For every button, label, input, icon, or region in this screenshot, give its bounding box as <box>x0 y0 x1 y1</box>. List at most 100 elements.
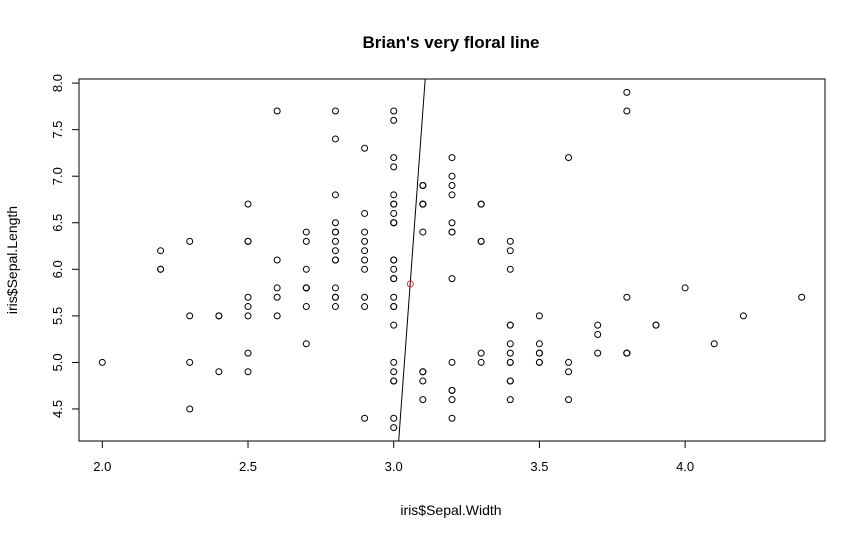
data-point <box>506 237 514 245</box>
data-point <box>477 349 485 357</box>
data-point <box>331 191 339 199</box>
data-point <box>390 116 398 124</box>
data-point <box>331 256 339 264</box>
data-point <box>361 293 369 301</box>
data-point <box>302 284 310 292</box>
data-point <box>535 340 543 348</box>
data-point <box>273 107 281 115</box>
data-point <box>302 228 310 236</box>
data-point <box>215 368 223 376</box>
data-point <box>565 396 573 404</box>
data-point <box>565 368 573 376</box>
data-point <box>390 358 398 366</box>
y-tick-label: 7.5 <box>50 121 65 139</box>
data-point <box>565 358 573 366</box>
data-point <box>273 312 281 320</box>
x-tick-label: 3.5 <box>530 459 548 474</box>
data-point <box>273 293 281 301</box>
data-point <box>331 284 339 292</box>
data-point <box>331 237 339 245</box>
y-axis-label: iris$Sepal.Length <box>4 206 20 314</box>
data-point <box>448 396 456 404</box>
data-point <box>390 154 398 162</box>
data-point <box>448 228 456 236</box>
data-point <box>594 321 602 329</box>
data-point <box>390 293 398 301</box>
data-point <box>390 191 398 199</box>
data-point <box>390 275 398 283</box>
data-point <box>390 368 398 376</box>
data-point <box>448 154 456 162</box>
y-tick-label: 7.0 <box>50 167 65 185</box>
data-point <box>302 237 310 245</box>
data-point <box>215 312 223 320</box>
data-point <box>390 321 398 329</box>
data-point <box>419 377 427 385</box>
y-tick-label: 6.0 <box>50 260 65 278</box>
data-point <box>302 265 310 273</box>
data-point <box>390 424 398 432</box>
data-point <box>623 349 631 357</box>
x-axis: 2.0 2.5 3.0 3.5 4.0 <box>93 440 694 474</box>
plot-frame <box>78 78 826 442</box>
data-point <box>186 405 194 413</box>
data-point <box>390 303 398 311</box>
data-point <box>448 182 456 190</box>
data-point <box>448 386 456 394</box>
data-point <box>798 293 806 301</box>
x-tick-label: 4.0 <box>676 459 694 474</box>
data-point <box>506 349 514 357</box>
data-point <box>361 237 369 245</box>
data-point <box>652 321 660 329</box>
data-point <box>361 144 369 152</box>
data-point <box>594 330 602 338</box>
data-point <box>390 200 398 208</box>
data-point <box>681 284 689 292</box>
data-point <box>390 219 398 227</box>
data-point <box>390 265 398 273</box>
data-point <box>448 191 456 199</box>
data-point <box>244 368 252 376</box>
data-point <box>506 340 514 348</box>
data-point <box>448 172 456 180</box>
data-point <box>594 349 602 357</box>
data-point <box>419 182 427 190</box>
data-point <box>419 368 427 376</box>
data-point <box>419 396 427 404</box>
data-point <box>506 358 514 366</box>
data-points <box>98 88 806 432</box>
data-point <box>506 265 514 273</box>
data-point <box>361 265 369 273</box>
data-point <box>244 349 252 357</box>
x-tick-label: 2.0 <box>93 459 111 474</box>
data-point <box>448 414 456 422</box>
data-point <box>157 247 165 255</box>
data-point <box>361 256 369 264</box>
data-point <box>390 163 398 171</box>
data-point <box>535 349 543 357</box>
data-point <box>361 247 369 255</box>
data-point <box>331 107 339 115</box>
data-point <box>302 303 310 311</box>
data-point <box>331 247 339 255</box>
data-point <box>361 303 369 311</box>
data-point <box>535 358 543 366</box>
chart-title: Brian's very floral line <box>363 33 540 52</box>
y-axis: 4.5 5.0 5.5 6.0 6.5 7.0 7.5 8.0 <box>50 74 80 418</box>
y-tick-label: 8.0 <box>50 74 65 92</box>
mean-point <box>406 280 414 288</box>
data-point <box>244 303 252 311</box>
x-axis-label: iris$Sepal.Width <box>400 502 501 518</box>
data-point <box>331 303 339 311</box>
data-point <box>623 107 631 115</box>
data-point <box>244 312 252 320</box>
data-point <box>623 88 631 96</box>
data-point <box>331 228 339 236</box>
data-point <box>302 340 310 348</box>
x-tick-label: 2.5 <box>239 459 257 474</box>
data-point <box>506 396 514 404</box>
y-tick-label: 6.5 <box>50 214 65 232</box>
data-point <box>390 209 398 217</box>
data-point <box>477 237 485 245</box>
data-point <box>623 293 631 301</box>
